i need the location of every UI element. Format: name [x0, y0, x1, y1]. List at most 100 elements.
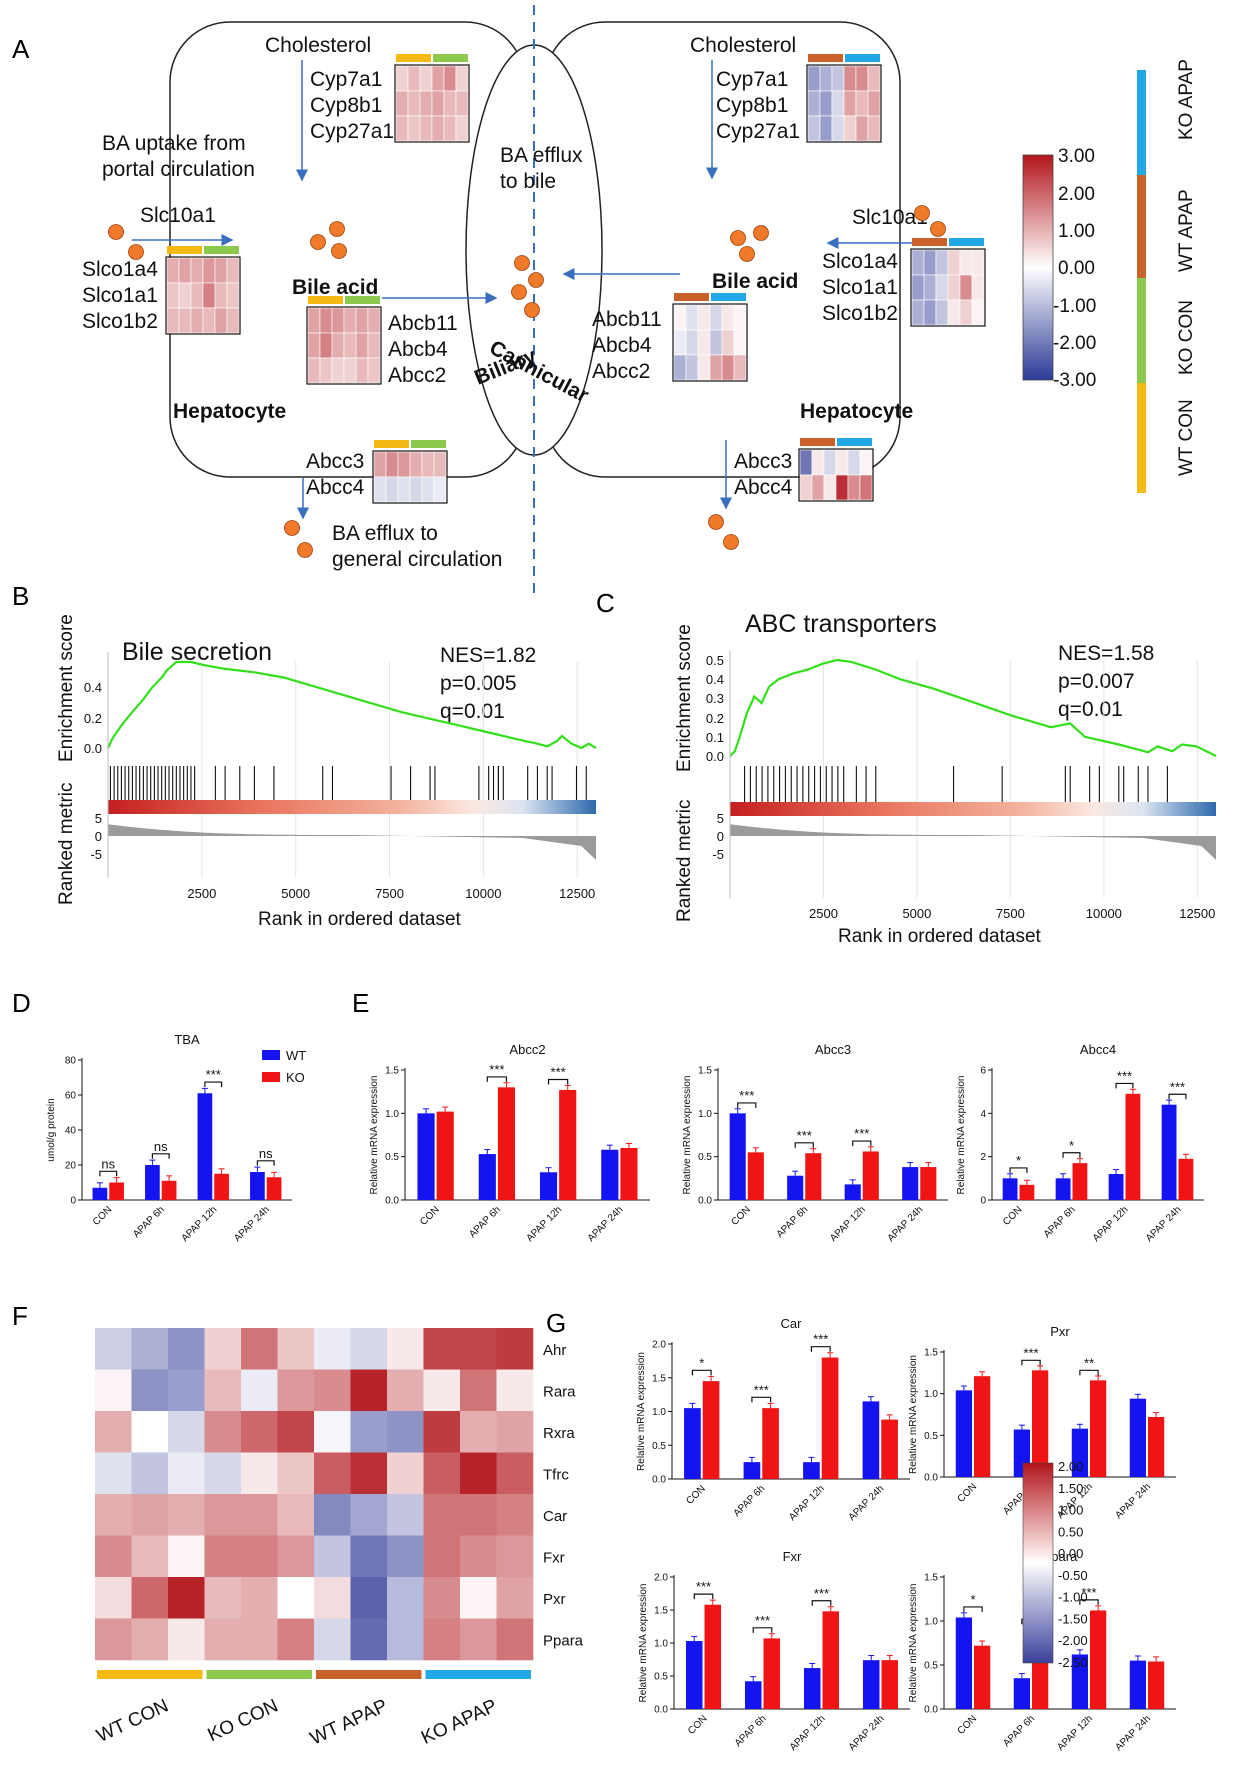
bar-ko [974, 1376, 991, 1477]
colorbar-f [1022, 1462, 1054, 1664]
colorbar-f-tick: -2.00 [1058, 1633, 1088, 1648]
x-tick-label: CON [1001, 1204, 1025, 1228]
left-general-1: BA efflux to [332, 522, 438, 545]
heatmap-cell [385, 476, 399, 503]
heatmap-cell [95, 1618, 132, 1661]
gsea-es-tick: 0.1 [706, 730, 724, 745]
significance-label: *** [739, 1088, 754, 1103]
bar-chart-pxr: Pxr 0.0 0.5 1.0 1.5 Relative mRNA expression C… [908, 1324, 1176, 1521]
bar-wt [92, 1187, 108, 1200]
group-color-bar [374, 440, 409, 448]
significance-label: *** [797, 1128, 812, 1143]
heatmap-cell [421, 476, 435, 503]
heatmap-cell [443, 115, 457, 142]
heatmap-cell [397, 451, 411, 478]
x-tick-label: CON [956, 1481, 980, 1505]
bile-acid-dot [329, 221, 345, 237]
heatmap-cell [935, 249, 949, 276]
y-tick-label: 0.5 [385, 1152, 399, 1163]
significance-bracket [1062, 1152, 1081, 1158]
significance-label: *** [1117, 1068, 1132, 1083]
bar-wt [955, 1390, 972, 1477]
heatmap-cell [367, 332, 381, 359]
x-tick-label: CON [418, 1204, 442, 1228]
right-slco1b2: Slco1b2 [822, 302, 898, 325]
bar-wt [1071, 1428, 1088, 1477]
heatmap-cell [433, 451, 447, 478]
heatmap-cell [95, 1369, 132, 1412]
gene-label: Fxr [543, 1549, 565, 1566]
legend-wt-label: WT [286, 1048, 306, 1063]
heatmap-cell [859, 474, 873, 501]
heatmap-cell [314, 1369, 351, 1412]
x-tick-label: APAP 12h [1055, 1713, 1095, 1753]
heatmap-cell [204, 1618, 242, 1661]
y-tick-label: 0.0 [924, 1705, 938, 1716]
bar-ko [161, 1180, 177, 1200]
heatmap-cell [811, 449, 825, 476]
bar-ko [1072, 1163, 1088, 1200]
significance-label: * [970, 1592, 975, 1607]
left-uptake-1: BA uptake from [102, 132, 246, 155]
heatmap-cell [95, 1328, 132, 1370]
bar-ko [1090, 1380, 1107, 1477]
heatmap-cell [314, 1494, 351, 1536]
bar-ko [881, 1419, 898, 1479]
heatmap-cell [807, 65, 821, 92]
heatmap-cell [847, 474, 861, 501]
heatmap-cell [168, 1618, 205, 1661]
heatmap-cell [409, 476, 423, 503]
heatmap-cell [204, 1411, 242, 1453]
heatmap-cell [673, 304, 687, 331]
gene-label: Pxr [543, 1591, 566, 1608]
significance-bracket [99, 1170, 118, 1177]
heatmap-cell [204, 1535, 242, 1578]
heatmap-cell [395, 115, 409, 142]
legend-ko-con: KO CON [1176, 300, 1197, 375]
heatmap-cell [277, 1494, 315, 1536]
bar-wt [862, 1401, 880, 1479]
heatmap-cell [131, 1577, 169, 1619]
significance-bracket [751, 1396, 772, 1403]
x-tick-label: APAP 12h [788, 1713, 828, 1753]
heatmap-cell [971, 299, 985, 326]
heatmap-cell [387, 1618, 424, 1661]
bar-ko [1148, 1661, 1165, 1709]
significance-label: *** [1023, 1345, 1038, 1360]
y-tick-label: 0.5 [924, 1661, 938, 1672]
colorbar-a-ticks: 3.00 2.00 1.00 0.00 -1.00 -2.00 -3.00 [1053, 146, 1096, 391]
heatmap-cell [807, 90, 821, 117]
gene-label: Ppara [543, 1632, 584, 1649]
heatmap-cell [202, 307, 216, 334]
significance-bracket [693, 1593, 714, 1600]
left-abcc4: Abcc4 [306, 476, 365, 499]
y-tick-label: 0.0 [924, 1473, 938, 1484]
heatmap-cell [387, 1577, 424, 1619]
heatmap-cell [241, 1577, 278, 1619]
gsea-x-tick: 2500 [809, 906, 838, 921]
y-tick-label: 2.0 [652, 1340, 666, 1351]
bar-wt [955, 1617, 972, 1709]
left-slco1a4: Slco1a4 [82, 258, 158, 281]
bile-acid-dot [723, 534, 739, 550]
y-tick-label: 0.5 [698, 1152, 712, 1163]
significance-bracket [1009, 1167, 1028, 1173]
y-tick-label: 0.0 [654, 1705, 668, 1716]
heatmap-border [672, 303, 748, 382]
heatmap-cell [819, 115, 833, 142]
heatmap-cell [697, 329, 711, 356]
bar-ko [1148, 1417, 1165, 1477]
heatmap-cell [168, 1494, 205, 1536]
bile-acid-dot [730, 230, 746, 246]
center-efflux-1: BA efflux [500, 144, 583, 167]
heatmap-cell [799, 474, 813, 501]
heatmap-cell [226, 307, 240, 334]
colorbar-a-tick: -1.00 [1053, 296, 1096, 317]
heatmap-cell [460, 1577, 497, 1619]
heatmap-cell [387, 1369, 424, 1412]
heatmap-cell [314, 1411, 351, 1453]
x-tick-label: APAP 12h [524, 1204, 564, 1244]
x-tick-label: APAP 12h [787, 1483, 827, 1523]
heatmap-cell [314, 1577, 351, 1619]
gene-hit-ticks [744, 766, 1168, 802]
